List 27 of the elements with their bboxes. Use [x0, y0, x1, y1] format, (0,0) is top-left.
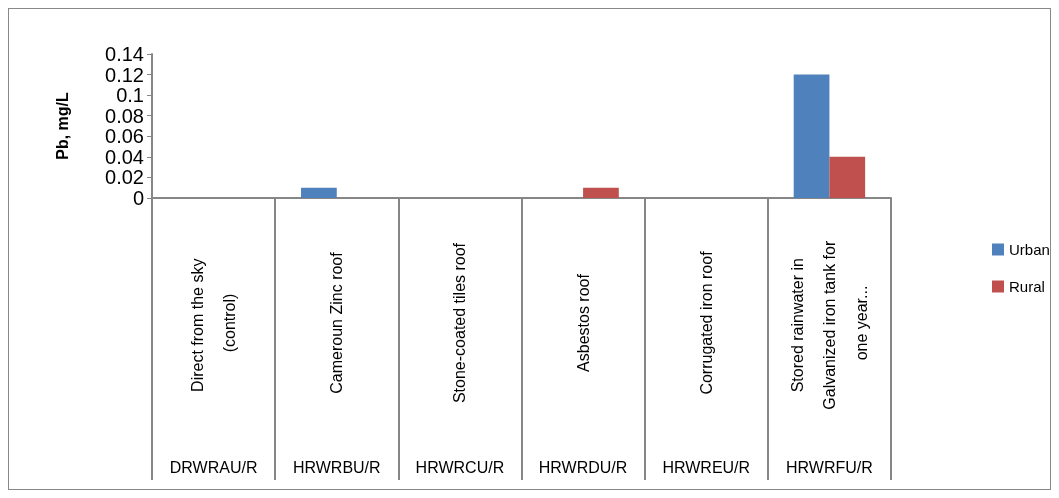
x-tick-label: Cameroun Zinc roof	[328, 251, 346, 394]
y-tick-label: 0.02	[105, 166, 144, 189]
text: DRWRAU/R	[169, 458, 258, 476]
bar	[301, 187, 337, 198]
y-tick-label: 0.06	[105, 125, 144, 148]
bar	[793, 74, 830, 198]
legend-label: Rural	[1009, 278, 1045, 295]
text: HRWREU/R	[662, 458, 751, 476]
text: HRWRDU/R	[538, 458, 628, 476]
x-tick-label: Asbestos roof	[574, 273, 592, 372]
y-tick-label: 0.14	[105, 43, 144, 65]
y-tick-label: 0	[132, 187, 144, 209]
y-tick-label: 0.12	[105, 63, 144, 86]
x-tick-label: Corrugated iron roof	[697, 250, 715, 395]
legend-label: Urban	[1009, 241, 1050, 258]
text: HRWRFU/R	[786, 458, 873, 476]
y-tick-label: 0.1	[116, 84, 144, 107]
x-tick-label: Stored rainwater in Galvanized iron tank for one year...	[788, 236, 870, 410]
y-axis-title: Pb, mg/L	[53, 92, 71, 160]
text: HRWRCU/R	[415, 458, 505, 476]
text: HRWRBU/R	[292, 458, 381, 476]
y-tick-label: 0.08	[105, 104, 144, 127]
x-tick-label: Direct from the sky (control)	[189, 254, 239, 392]
bar	[583, 187, 619, 198]
y-tick-label: 0.04	[105, 145, 144, 168]
bar	[829, 156, 866, 198]
x-tick-label: Stone-coated tiles roof	[451, 242, 469, 404]
